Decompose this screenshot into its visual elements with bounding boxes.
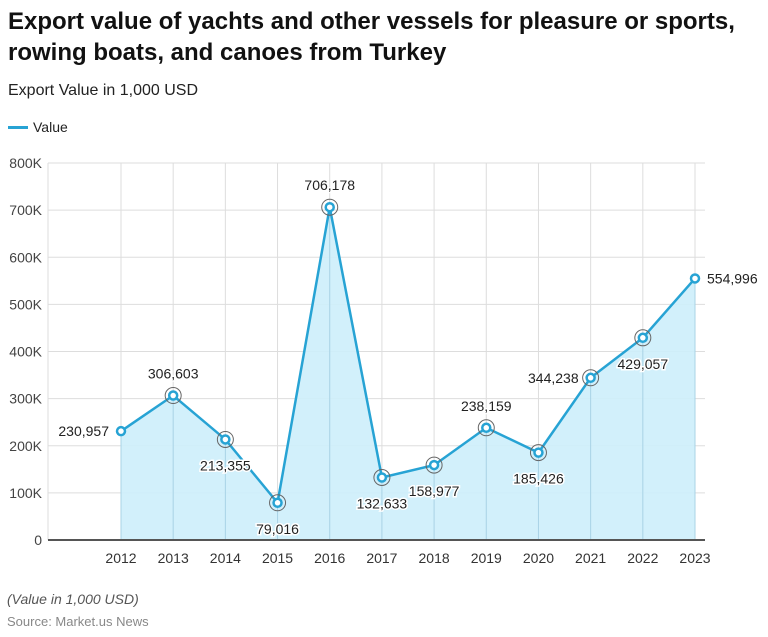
legend: Value [8, 119, 68, 135]
data-point-ring [164, 387, 182, 405]
data-point-ring [634, 329, 652, 347]
data-point [637, 332, 649, 344]
data-label: 429,057 [618, 356, 669, 372]
x-tick-label: 2013 [158, 550, 189, 566]
data-point [481, 422, 492, 434]
data-label: 344,238 [528, 370, 579, 386]
x-tick-label: 2012 [105, 550, 136, 566]
data-point [324, 201, 335, 213]
x-tick-label: 2023 [679, 550, 710, 566]
chart-note: (Value in 1,000 USD) [7, 591, 139, 607]
series-line [120, 206, 696, 506]
data-label: 554,996 [707, 270, 758, 286]
data-label: 213,355 [200, 457, 251, 473]
data-label: 306,603 [148, 366, 199, 382]
x-tick-label: 2015 [262, 550, 293, 566]
data-point-ring [373, 468, 391, 486]
data-point-ring [321, 198, 339, 216]
x-tick-label: 2018 [419, 550, 450, 566]
area-fill [121, 207, 695, 540]
data-label: 158,977 [409, 483, 460, 499]
x-tick-label: 2017 [366, 550, 397, 566]
chart-title: Export value of yachts and other vessels… [8, 8, 735, 66]
x-tick-label: 2019 [471, 550, 502, 566]
y-tick-label: 700K [9, 202, 42, 218]
data-label: 79,016 [256, 521, 299, 537]
data-label: 706,178 [304, 177, 355, 193]
data-point [167, 390, 179, 401]
y-tick-label: 100K [9, 485, 42, 501]
data-point [272, 497, 283, 509]
data-label: 238,159 [461, 398, 512, 414]
y-tick-label: 400K [9, 344, 42, 360]
data-point [428, 459, 440, 471]
x-tick-label: 2014 [210, 550, 241, 566]
y-tick-label: 0 [34, 532, 42, 548]
y-tick-label: 300K [9, 391, 42, 407]
y-tick-label: 200K [9, 438, 42, 454]
chart-source: Source: Market.us News [7, 614, 149, 629]
y-tick-label: 800K [9, 155, 42, 171]
legend-label: Value [33, 119, 68, 135]
data-point-ring [269, 494, 287, 512]
data-label: 185,426 [513, 471, 564, 487]
data-point [115, 425, 127, 437]
data-point-ring [529, 444, 547, 462]
x-tick-label: 2022 [627, 550, 658, 566]
data-point-ring [582, 369, 600, 387]
data-point [220, 434, 231, 445]
data-point [689, 273, 701, 284]
data-label: 132,633 [357, 495, 408, 511]
data-point [376, 472, 388, 483]
x-tick-label: 2021 [575, 550, 606, 566]
data-point-ring [477, 419, 495, 437]
y-tick-label: 500K [9, 296, 42, 312]
y-tick-label: 600K [9, 249, 42, 265]
data-point-ring [425, 456, 443, 474]
legend-swatch [8, 125, 28, 129]
chart-subtitle: Export Value in 1,000 USD [8, 82, 199, 99]
data-point [533, 447, 544, 458]
data-label: 230,957 [58, 423, 109, 439]
x-tick-label: 2016 [314, 550, 345, 566]
data-point-ring [216, 430, 234, 448]
data-point [585, 372, 596, 384]
x-tick-label: 2020 [523, 550, 554, 566]
